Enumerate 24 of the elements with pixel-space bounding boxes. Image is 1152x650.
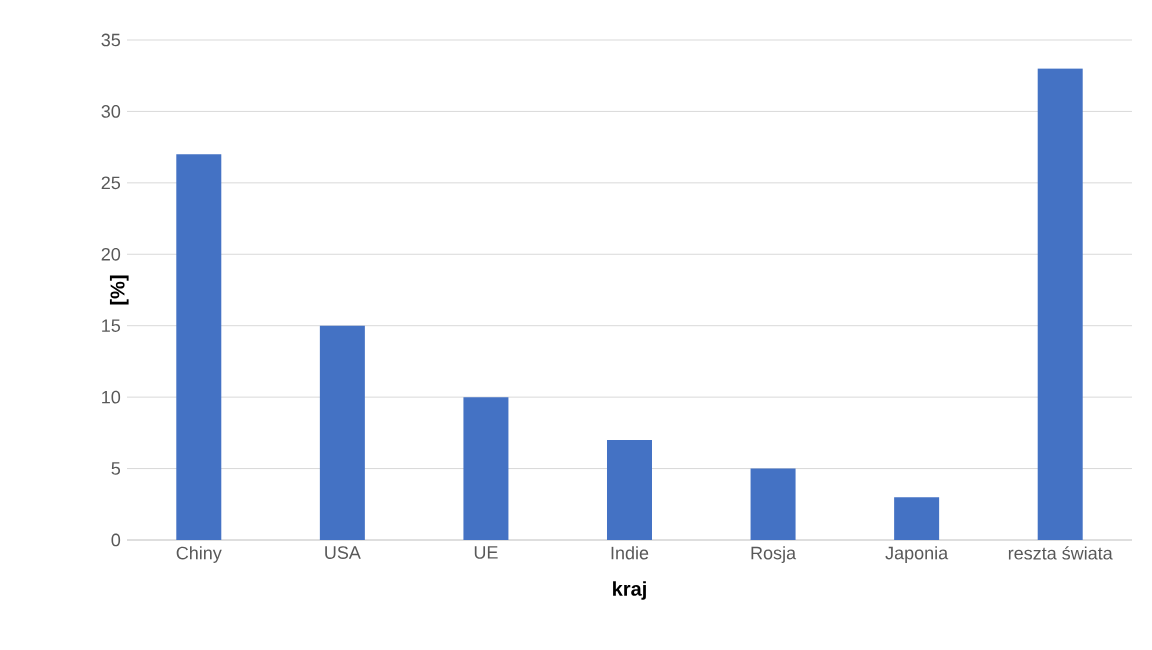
y-axis-title: [%]	[109, 275, 129, 305]
y-tick-label: 35	[101, 33, 121, 47]
x-tick-label: Indie	[611, 546, 649, 560]
y-tick-label: 30	[101, 105, 121, 118]
x-tick-label: Chiny	[176, 546, 222, 563]
y-tick-label: 15	[102, 319, 121, 332]
y-tick-label: 5	[111, 462, 121, 475]
y-tick-label: 0	[111, 533, 121, 547]
x-tick-label: USA	[325, 546, 361, 559]
bar	[463, 397, 509, 540]
bar	[319, 325, 365, 540]
x-tick-label: UE	[474, 546, 498, 559]
x-tick-label: reszta świata	[1008, 546, 1113, 560]
bar	[1037, 68, 1083, 540]
x-tick-label: Rosja	[751, 546, 797, 563]
x-axis-title: kraj	[613, 581, 646, 600]
y-tick-label: 25	[101, 176, 121, 190]
y-tick-label: 10	[102, 390, 121, 404]
y-tick-label: 20	[101, 247, 121, 261]
x-tick-label: Japonia	[885, 546, 949, 563]
bar	[607, 439, 652, 540]
bar	[750, 468, 796, 540]
bar	[894, 497, 940, 540]
bar	[176, 154, 222, 540]
